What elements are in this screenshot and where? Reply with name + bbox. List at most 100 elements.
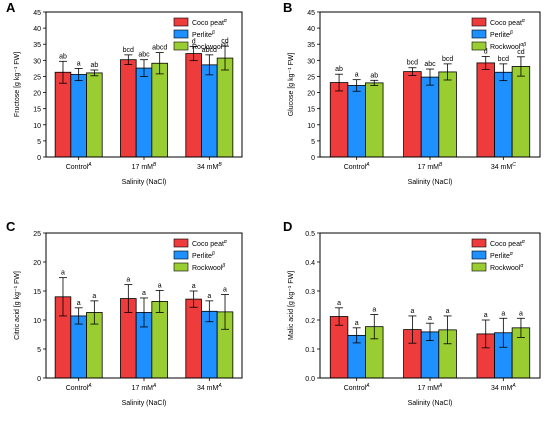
- plot-frame: [45, 232, 243, 379]
- legend-label-text: Perlite: [192, 32, 212, 39]
- x-tick-label: 17 mMA: [132, 383, 157, 392]
- y-tick-label: 10: [307, 123, 315, 130]
- y-tick-label: 25: [307, 74, 315, 81]
- x-tick-label-superscript: A: [87, 162, 92, 168]
- y-tick-label: 0.4: [305, 260, 315, 267]
- bar: [185, 298, 202, 379]
- x-tick-label-text: 17 mM: [132, 164, 154, 171]
- significance-letter: ab: [335, 66, 343, 73]
- legend-label-text: Rockwool: [192, 265, 223, 272]
- legend-label: Perliteβ: [192, 30, 215, 39]
- significance-letter: abcd: [202, 47, 217, 54]
- x-tick-label-text: 17 mM: [418, 164, 440, 171]
- x-tick-label: 34 mMA: [491, 383, 516, 392]
- legend-swatch: [173, 262, 189, 272]
- y-tick-label: 35: [33, 42, 41, 49]
- legend-swatch: [173, 250, 189, 260]
- x-tick-label-text: 17 mM: [418, 385, 440, 392]
- y-tick-label: 0: [37, 376, 41, 383]
- significance-letter: abcd: [152, 45, 167, 52]
- y-tick-label: 40: [307, 26, 315, 33]
- bar: [70, 315, 87, 379]
- bar: [329, 316, 349, 379]
- panel-letter: D: [283, 219, 292, 234]
- x-tick-label: ControlA: [344, 383, 371, 392]
- x-tick-label-text: 34 mM: [491, 385, 513, 392]
- significance-letter: a: [142, 290, 146, 297]
- legend-label-text: Perlite: [490, 32, 510, 39]
- significance-letter: a: [355, 320, 359, 327]
- y-tick-label: 15: [307, 107, 315, 114]
- y-tick-label: 15: [33, 289, 41, 296]
- x-tick-label-superscript: A: [511, 383, 516, 389]
- significance-letter: a: [501, 310, 505, 317]
- y-tick-label: 15: [33, 107, 41, 114]
- significance-letter: a: [158, 282, 162, 289]
- y-axis-label: Glucose [g kg⁻¹ FW]: [288, 53, 295, 117]
- x-tick-label: ControlA: [344, 162, 371, 171]
- y-tick-label: 0.3: [305, 289, 315, 296]
- significance-letter: ab: [59, 53, 67, 60]
- significance-letter: abc: [424, 61, 436, 68]
- x-tick-label: 17 mMA: [418, 383, 443, 392]
- legend-label: Perliteα: [490, 251, 513, 260]
- legend-label-superscript: α: [224, 239, 227, 245]
- y-tick-label: 45: [33, 10, 41, 17]
- x-tick-label-superscript: A: [365, 162, 370, 168]
- x-tick-label: 34 mMC: [491, 162, 516, 171]
- significance-letter: a: [337, 300, 341, 307]
- y-tick-label: 25: [33, 74, 41, 81]
- bar: [511, 66, 531, 158]
- significance-letter: d: [192, 38, 196, 45]
- y-tick-label: 0.5: [305, 231, 315, 238]
- legend-label-superscript: αβ: [222, 42, 228, 48]
- y-tick-label: 5: [311, 139, 315, 146]
- x-tick-label-text: 17 mM: [132, 385, 154, 392]
- bar: [151, 301, 168, 379]
- y-tick-label: 30: [307, 58, 315, 65]
- x-tick-label-superscript: A: [438, 383, 443, 389]
- legend-label: Rockwoolαβ: [192, 42, 228, 51]
- y-tick-label: 35: [307, 42, 315, 49]
- bar: [365, 82, 384, 158]
- x-tick-label-superscript: A: [152, 383, 157, 389]
- legend-label-text: Rockwool: [490, 265, 521, 272]
- legend-label-superscript: β: [221, 263, 225, 269]
- x-tick-label-superscript: B: [218, 162, 222, 168]
- legend-label-superscript: α: [522, 18, 525, 24]
- legend-label: Rockwoolα: [490, 263, 523, 272]
- legend-swatch: [471, 29, 487, 39]
- bar: [185, 53, 202, 158]
- panel-letter: A: [6, 0, 16, 15]
- x-tick-label-text: 34 mM: [197, 164, 219, 171]
- significance-letter: a: [77, 60, 81, 67]
- legend-label: Coco peatα: [192, 18, 227, 27]
- legend-label: Coco peatα: [490, 18, 525, 27]
- legend-swatch: [471, 262, 487, 272]
- legend-label: Perliteβ: [490, 30, 513, 39]
- x-tick-label-superscript: B: [153, 162, 157, 168]
- bar: [54, 71, 72, 158]
- legend-label-superscript: α: [224, 18, 227, 24]
- significance-letter: a: [446, 308, 450, 315]
- significance-letter: a: [61, 270, 65, 277]
- bar: [86, 72, 103, 158]
- x-tick-label-text: Control: [66, 164, 89, 171]
- legend-swatch: [471, 17, 487, 27]
- legend-label-superscript: α: [520, 263, 523, 269]
- significance-letter: ab: [90, 62, 98, 69]
- legend-label-superscript: β: [509, 30, 513, 36]
- legend-label: Rockwoolαβ: [490, 42, 526, 51]
- panel-letter: B: [283, 0, 292, 15]
- y-tick-label: 10: [33, 318, 41, 325]
- y-tick-label: 0: [311, 155, 315, 162]
- x-tick-label-superscript: B: [439, 162, 443, 168]
- legend-label: Coco peatα: [490, 239, 525, 248]
- legend-label: Rockwoolβ: [192, 263, 225, 272]
- legend-label-text: Rockwool: [490, 44, 521, 51]
- legend-swatch: [173, 41, 189, 51]
- significance-letter: d: [484, 48, 488, 55]
- legend-label-text: Coco peat: [192, 20, 224, 27]
- x-tick-label: ControlA: [66, 162, 93, 171]
- x-tick-label-superscript: A: [87, 383, 92, 389]
